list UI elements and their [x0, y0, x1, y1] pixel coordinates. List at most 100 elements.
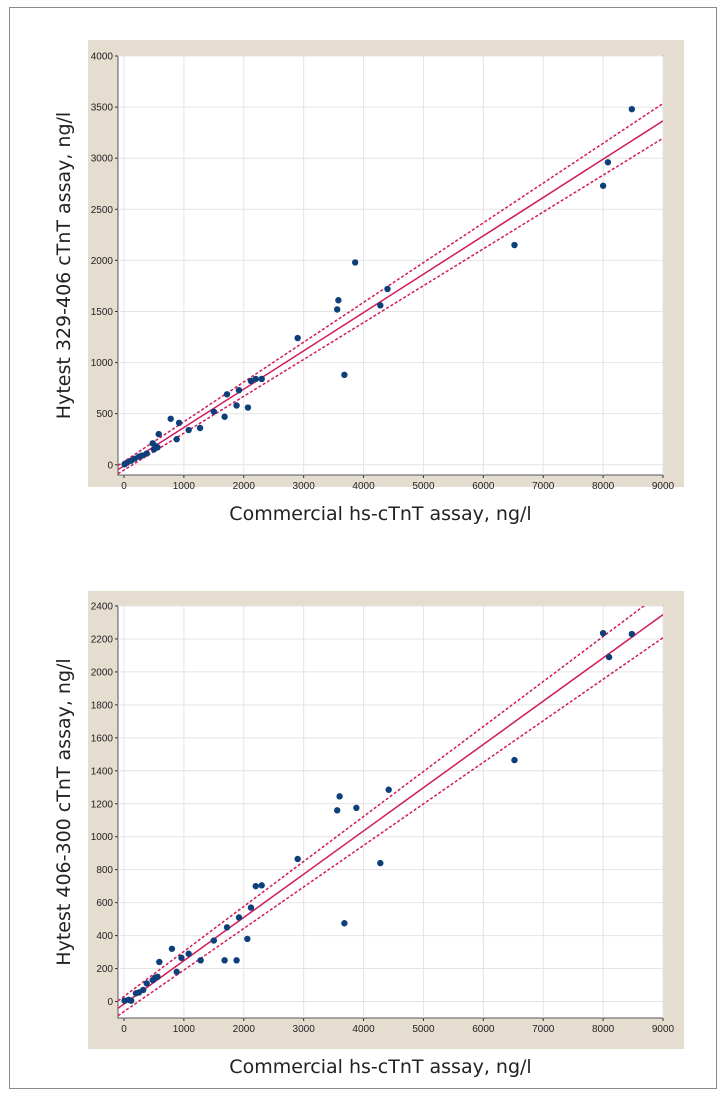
upper-confidence-line — [118, 606, 646, 1002]
y-tick-label: 2000 — [91, 256, 114, 267]
y-tick-label: 0 — [107, 997, 113, 1008]
y-tick-label: 500 — [96, 409, 113, 420]
data-point — [244, 404, 252, 411]
data-point — [294, 334, 301, 342]
y-tick-label: 1600 — [91, 733, 114, 744]
x-axis-title: Commercial hs-cTnT assay, ng/l — [229, 1056, 531, 1078]
data-point — [258, 375, 265, 383]
data-point — [247, 904, 255, 911]
x-tick-labels: 0 1000 2000 3000 4000 5000 6000 7000 8000 9000 — [121, 475, 675, 492]
y-tick-label: 200 — [96, 964, 113, 975]
y-tick-label: 4000 — [91, 52, 114, 63]
y-tick-label: 0 — [107, 460, 113, 471]
data-point — [244, 935, 251, 943]
regression-lines — [118, 606, 663, 1017]
data-point — [336, 793, 343, 800]
data-point — [258, 882, 265, 889]
x-tick-label: 2000 — [233, 481, 256, 492]
y-axis-title: Hytest 406-300 cTnT assay, ng/l — [53, 658, 75, 965]
x-tick-label: 7000 — [532, 1024, 555, 1035]
data-point — [143, 450, 150, 457]
data-point — [185, 950, 192, 957]
y-tick-label: 600 — [96, 898, 113, 909]
y-tick-label: 1400 — [91, 766, 114, 777]
y-tick-label: 2000 — [91, 667, 114, 678]
y-tick-label: 2500 — [91, 205, 114, 216]
x-tick-label: 1000 — [173, 1024, 196, 1035]
x-tick-label: 3000 — [293, 481, 316, 492]
data-point — [599, 182, 607, 189]
data-point — [173, 436, 180, 443]
data-point — [252, 375, 259, 383]
data-points — [121, 105, 636, 468]
x-tick-label: 4000 — [352, 1024, 375, 1035]
data-point — [221, 957, 228, 964]
data-point — [143, 980, 150, 987]
data-point — [335, 297, 342, 304]
data-point — [333, 807, 341, 814]
y-tick-label: 1200 — [91, 799, 114, 810]
data-point — [333, 306, 341, 313]
data-point — [197, 957, 204, 964]
x-tick-label: 2000 — [233, 1024, 256, 1035]
gridlines — [118, 605, 664, 1018]
data-point — [210, 408, 218, 415]
data-point — [628, 105, 636, 113]
y-tick-label: 3000 — [91, 154, 114, 165]
plot-area — [117, 55, 664, 476]
x-tick-label: 5000 — [412, 481, 435, 492]
y-tick-labels: 0 200 400 600 800 1000 1200 1400 1600 1800 2000 220… — [91, 602, 118, 1008]
data-point — [377, 302, 384, 309]
y-tick-labels: 0 500 1000 1500 2000 2500 3000 3500 4000 — [91, 52, 118, 471]
data-point — [599, 629, 607, 637]
data-point — [154, 973, 161, 980]
data-point — [233, 957, 240, 964]
data-point — [384, 285, 391, 293]
data-point — [167, 415, 174, 422]
x-tick-label: 6000 — [472, 1024, 495, 1035]
data-point — [223, 924, 231, 931]
data-point — [605, 653, 613, 661]
y-tick-label: 1500 — [91, 307, 114, 318]
data-point — [173, 968, 180, 976]
data-point — [385, 786, 392, 793]
data-point — [628, 630, 636, 638]
lower-confidence-line — [118, 137, 663, 475]
x-tick-label: 4000 — [352, 481, 375, 492]
x-tick-label: 9000 — [652, 1024, 675, 1035]
data-point — [185, 426, 192, 434]
regression-line — [118, 120, 663, 471]
data-point — [138, 452, 146, 459]
y-tick-label: 1800 — [91, 700, 114, 711]
data-point — [178, 954, 185, 962]
scatter-chart-top: 0 500 1000 1500 2000 2500 3000 3500 4000 0 1000 20… — [53, 40, 684, 525]
x-tick-label: 1000 — [173, 481, 196, 492]
data-point — [511, 241, 518, 249]
y-tick-label: 800 — [96, 865, 113, 876]
upper-confidence-line — [118, 102, 663, 467]
x-tick-label: 7000 — [532, 481, 555, 492]
data-point — [233, 402, 240, 409]
x-tick-label: 9000 — [652, 481, 675, 492]
scatter-chart-bottom: 0 200 400 600 800 1000 1200 1400 1600 1800 2000 220… — [53, 591, 684, 1078]
data-point — [155, 430, 162, 438]
data-point — [341, 920, 348, 927]
data-point — [210, 937, 218, 944]
data-point — [196, 424, 204, 432]
y-tick-label: 1000 — [91, 832, 114, 843]
data-point — [341, 371, 348, 379]
data-point — [353, 804, 360, 812]
data-point — [604, 159, 612, 166]
lower-confidence-line — [118, 637, 663, 1017]
data-point — [168, 945, 176, 952]
y-tick-label: 1000 — [91, 358, 114, 369]
data-point — [247, 377, 255, 385]
x-tick-labels: 0 1000 2000 3000 4000 5000 6000 7000 8000 9000 — [121, 1018, 675, 1035]
x-axis-title: Commercial hs-cTnT assay, ng/l — [229, 503, 531, 525]
x-tick-label: 0 — [121, 481, 127, 492]
gridlines — [118, 55, 664, 475]
data-point — [252, 882, 259, 890]
data-point — [377, 859, 384, 867]
x-tick-label: 8000 — [592, 1024, 615, 1035]
